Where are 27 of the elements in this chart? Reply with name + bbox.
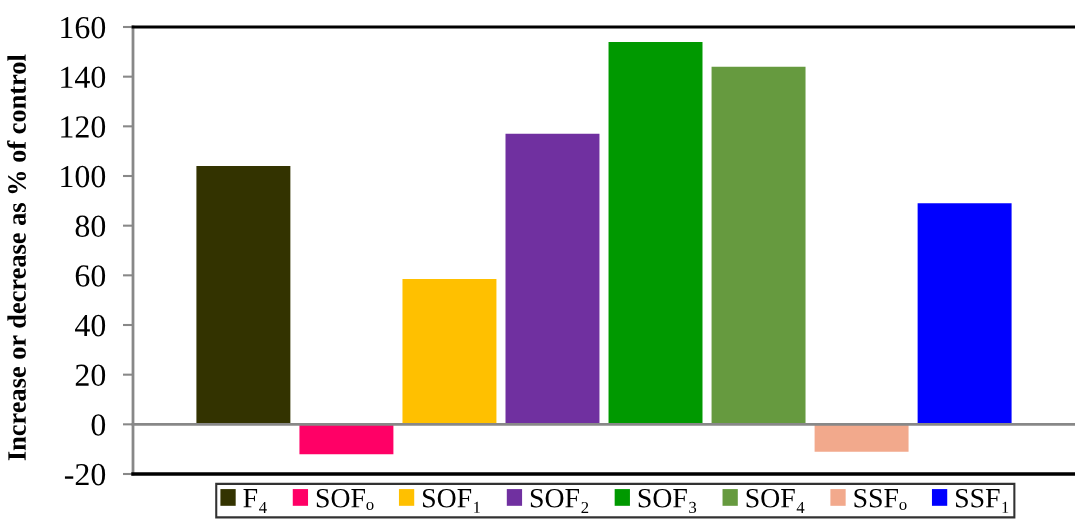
bar <box>402 279 497 425</box>
y-axis-title: Increase or decrease as % of control <box>7 54 26 461</box>
legend-label: SOF₂ <box>530 488 589 513</box>
legend-label: SOFₒ <box>316 488 374 510</box>
bar <box>814 424 909 452</box>
y-tick-label: 100 <box>61 165 106 188</box>
y-tick-label: 140 <box>61 66 106 89</box>
bar <box>196 166 291 425</box>
legend-label: SOF₃ <box>638 488 697 514</box>
legend-label: SOF₁ <box>423 488 480 513</box>
y-tick-label: 20 <box>75 364 106 387</box>
bar <box>608 41 703 425</box>
bar <box>711 66 806 425</box>
y-tick-label: -20 <box>64 463 106 486</box>
y-tick-label: 120 <box>61 116 106 138</box>
y-tick-label: 80 <box>75 215 106 238</box>
legend-label: SSFₒ <box>854 488 907 510</box>
y-tick-label: 160 <box>61 16 106 39</box>
legend-label: SSF₁ <box>956 488 1009 513</box>
legend-label: SOF₄ <box>746 488 805 513</box>
bar <box>505 133 600 425</box>
bar <box>299 424 394 455</box>
legend-label: F₄ <box>243 489 267 513</box>
y-tick-label: 60 <box>75 265 106 287</box>
y-tick-label: 40 <box>75 314 106 337</box>
y-tick-label: 0 <box>91 414 106 436</box>
bar <box>917 203 1012 425</box>
